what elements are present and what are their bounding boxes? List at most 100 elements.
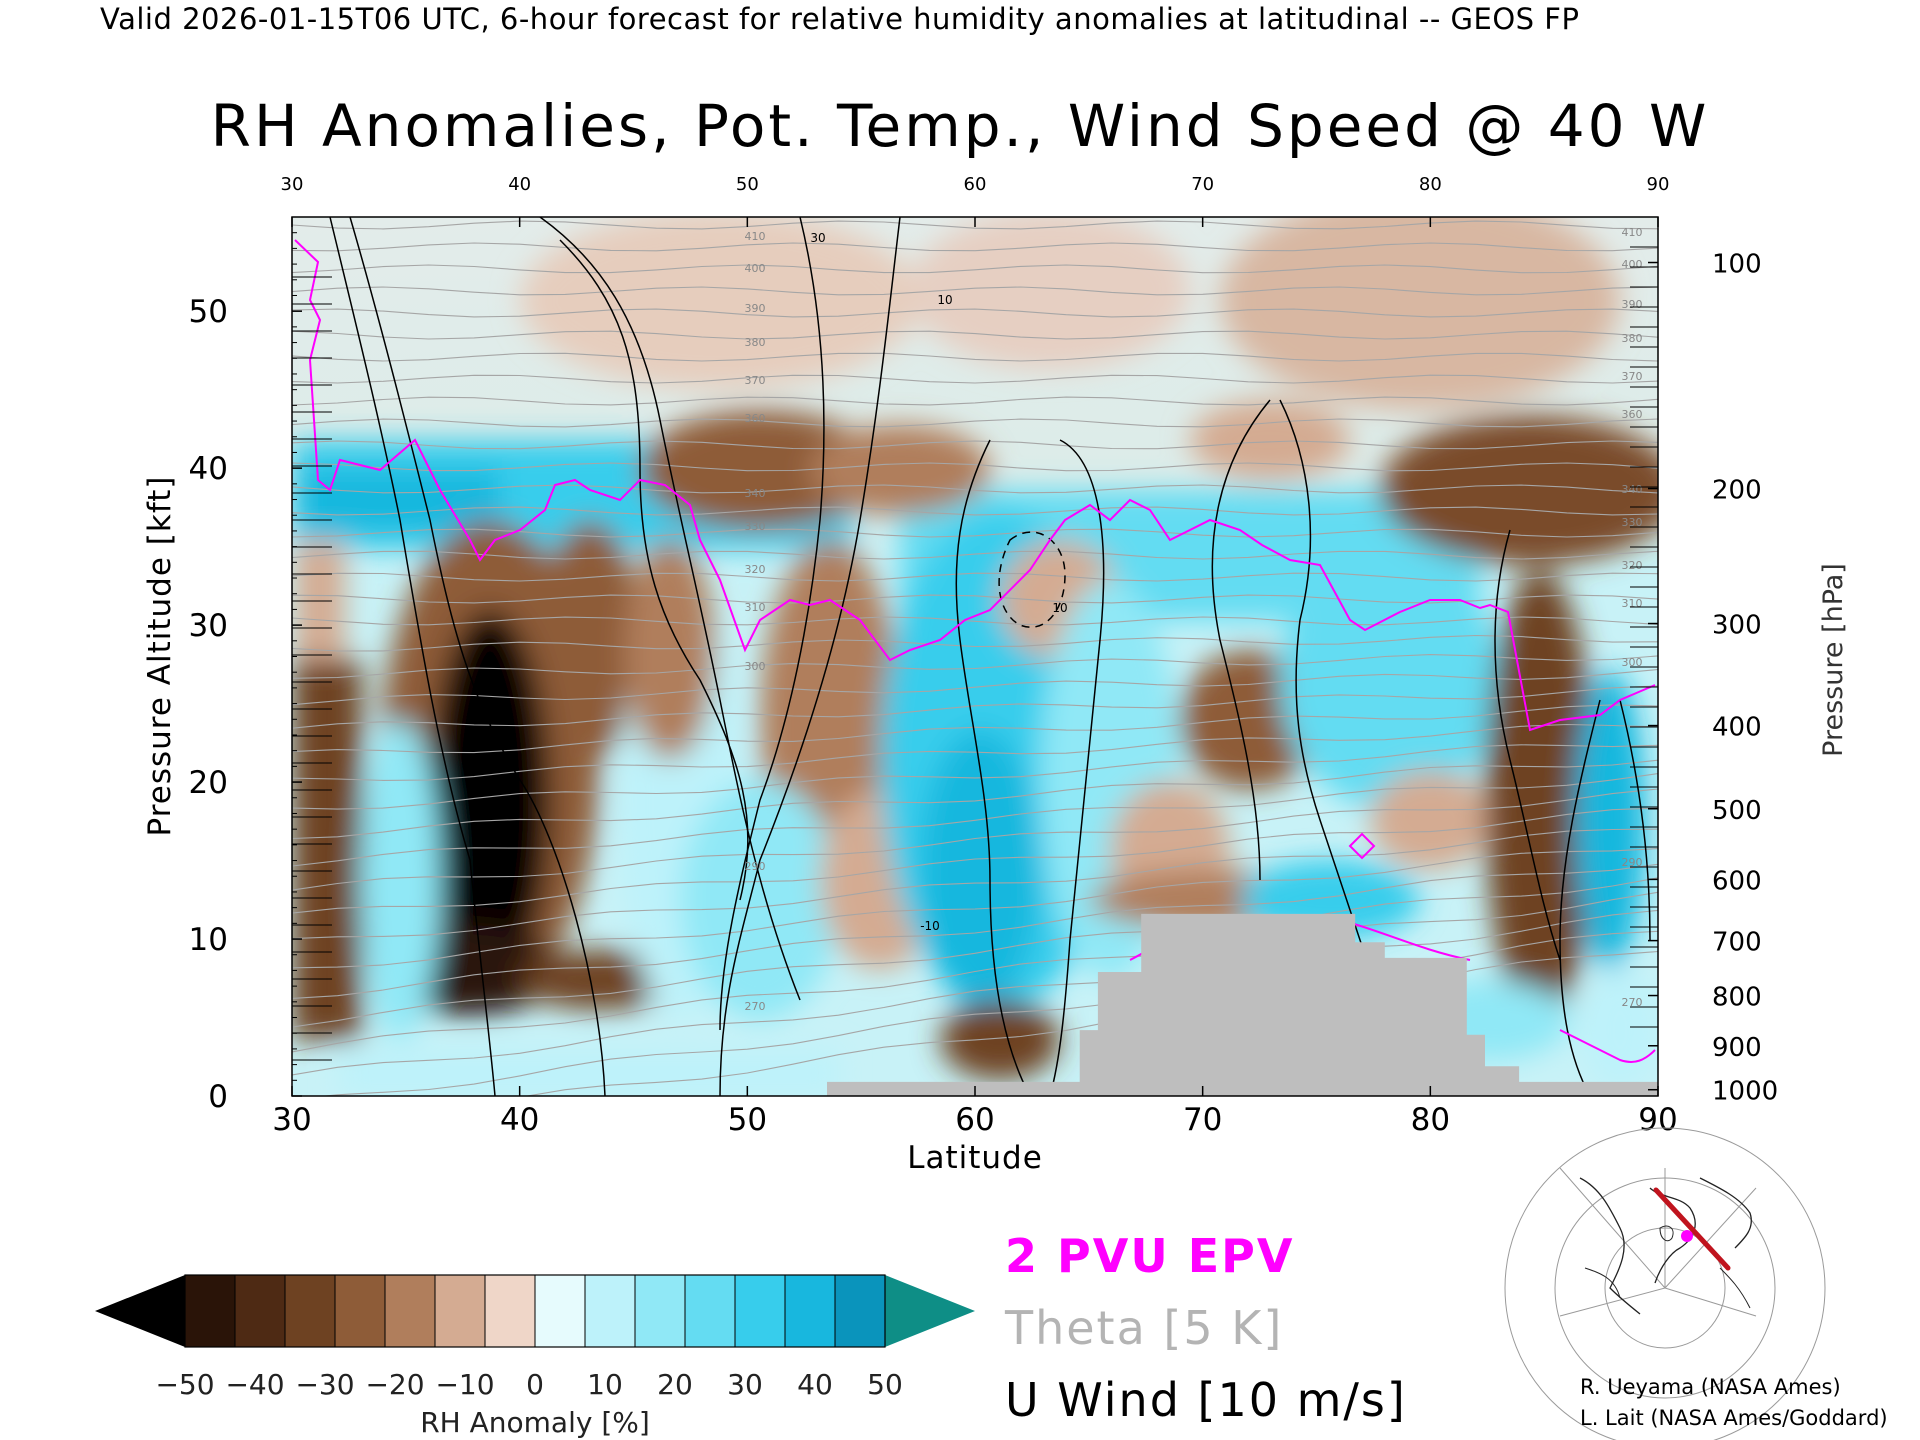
pressure-axis: 100 200 300 400 500 600 700 800 900 1000 bbox=[292, 246, 1778, 1107]
theta-contour-label: 400 bbox=[745, 262, 766, 275]
colorbar-tick-label: 10 bbox=[587, 1368, 623, 1401]
theta-contour bbox=[292, 807, 1658, 914]
map-location-marker bbox=[1681, 1230, 1693, 1242]
theta-contour-label: 340 bbox=[1622, 483, 1643, 496]
u-wind-contour bbox=[539, 217, 801, 1001]
theta-contour bbox=[292, 462, 1658, 472]
theta-contour-label: 400 bbox=[1622, 258, 1643, 271]
theta-contour bbox=[292, 286, 1658, 296]
epv-closed-contour bbox=[1348, 832, 1376, 860]
colorbar-label: RH Anomaly [%] bbox=[420, 1406, 650, 1439]
terrain-mask bbox=[827, 913, 1658, 1096]
theta-contour bbox=[292, 704, 1658, 754]
theta-contour bbox=[292, 572, 1658, 582]
colorbar-segment bbox=[785, 1275, 836, 1347]
theta-contour bbox=[292, 440, 1658, 450]
pressure-tick-label: 500 bbox=[1712, 796, 1762, 826]
x-tick-label: 60 bbox=[955, 1102, 994, 1138]
colorbar-segment bbox=[435, 1275, 486, 1347]
y-tick-label: 0 bbox=[208, 1079, 228, 1115]
x-tick-label: 40 bbox=[500, 1102, 539, 1138]
y-axis-label: Pressure Altitude [kft] bbox=[142, 476, 178, 837]
colorbar-tick-label: −40 bbox=[225, 1368, 284, 1401]
legend-epv: 2 PVU EPV bbox=[1005, 1229, 1295, 1283]
u-wind-contour bbox=[1049, 439, 1105, 1096]
theta-contour-label: 380 bbox=[1622, 332, 1643, 345]
colorbar-segment bbox=[485, 1275, 536, 1347]
theta-contour bbox=[292, 848, 1658, 969]
theta-contour-label: 380 bbox=[745, 336, 766, 349]
u-wind-contour bbox=[559, 239, 749, 901]
theta-contour bbox=[292, 744, 1658, 810]
theta-contour-label: 300 bbox=[745, 660, 766, 673]
theta-contour bbox=[292, 909, 1658, 1076]
theta-contour bbox=[292, 773, 1658, 867]
theta-contour-label: 410 bbox=[745, 230, 766, 243]
theta-contour-label: 340 bbox=[745, 487, 766, 500]
theta-contour bbox=[292, 352, 1658, 362]
theta-contour bbox=[292, 616, 1658, 626]
pressure-tick-label: 700 bbox=[1712, 928, 1762, 958]
contour-legend: 2 PVU EPV Theta [5 K] U Wind [10 m/s] bbox=[1005, 1220, 1407, 1436]
theta-contour bbox=[292, 685, 1658, 729]
theta-contour-label: 300 bbox=[1622, 656, 1643, 669]
theta-contour bbox=[292, 788, 1658, 891]
colorbar-tick-label: 0 bbox=[526, 1368, 544, 1401]
colorbar-under-arrow bbox=[95, 1275, 185, 1347]
legend-theta: Theta [5 K] bbox=[1005, 1301, 1284, 1355]
theta-contour-label: 290 bbox=[745, 860, 766, 873]
theta-contour-label: 410 bbox=[1622, 226, 1643, 239]
cross-section-track bbox=[1653, 1187, 1731, 1271]
theta-contour bbox=[292, 308, 1658, 318]
x-tick-label: 30 bbox=[272, 1102, 311, 1138]
theta-contour bbox=[292, 396, 1658, 406]
wind-contour-label: 30 bbox=[810, 231, 825, 245]
u-wind-contour bbox=[349, 217, 606, 1096]
colorbar-segment bbox=[735, 1275, 786, 1347]
u-wind-contour bbox=[329, 217, 496, 1096]
colorbar-tick-label: 30 bbox=[727, 1368, 763, 1401]
theta-contour bbox=[292, 330, 1658, 340]
pressure-tick-label: 300 bbox=[1712, 611, 1762, 641]
y-tick-label: 30 bbox=[189, 608, 228, 644]
header-text: Valid 2026-01-15T06 UTC, 6-hour forecast… bbox=[100, 2, 1580, 36]
theta-contour-label: 310 bbox=[745, 601, 766, 614]
theta-contour bbox=[292, 723, 1658, 781]
top-x-tick-label: 90 bbox=[1647, 174, 1670, 195]
u-wind-contour bbox=[1279, 399, 1381, 1001]
credit-line: R. Ueyama (NASA Ames) bbox=[1580, 1375, 1841, 1399]
pressure-tick-label: 100 bbox=[1712, 250, 1762, 280]
u-wind-contour bbox=[1211, 399, 1271, 881]
locator-map bbox=[1504, 1127, 1826, 1440]
contour-labels: 410 410 400 400 390 390 380 380 370 370 360 360 340 3… bbox=[745, 226, 1643, 1013]
epv-surface-contour bbox=[1559, 1029, 1656, 1063]
colorbar-segment bbox=[285, 1275, 336, 1347]
y-axis: 0 10 20 30 40 50 bbox=[189, 232, 302, 1115]
top-x-tick-label: 80 bbox=[1419, 174, 1442, 195]
colorbar-over-arrow bbox=[885, 1275, 975, 1347]
chart-title: RH Anomalies, Pot. Temp., Wind Speed @ 4… bbox=[210, 92, 1710, 160]
pressure-tick-label: 200 bbox=[1712, 476, 1762, 506]
header: Valid 2026-01-15T06 UTC, 6-hour forecast… bbox=[0, 0, 1920, 40]
theta-contour-label: 270 bbox=[1622, 996, 1643, 1009]
theta-contour-label: 270 bbox=[745, 1000, 766, 1013]
pressure-tick-label: 800 bbox=[1712, 983, 1762, 1013]
top-x-tick-label: 30 bbox=[281, 174, 304, 195]
u-wind-contours bbox=[329, 217, 1651, 1096]
theta-contour-label: 310 bbox=[1622, 597, 1643, 610]
theta-contour-label: 320 bbox=[1622, 559, 1643, 572]
x-axis-label: Latitude bbox=[907, 1140, 1043, 1176]
colorbar-segment bbox=[585, 1275, 636, 1347]
theta-contour-label: 360 bbox=[745, 412, 766, 425]
pressure-tick-label: 400 bbox=[1712, 713, 1762, 743]
top-x-axis: 30 40 50 60 70 80 90 bbox=[281, 174, 1670, 227]
theta-contour-label: 360 bbox=[1622, 408, 1643, 421]
theta-contour-label: 320 bbox=[745, 563, 766, 576]
pressure-tick-label: 600 bbox=[1712, 866, 1762, 896]
colorbar-tick-label: −30 bbox=[295, 1368, 354, 1401]
theta-contour-label: 390 bbox=[745, 302, 766, 315]
colorbar-segment bbox=[235, 1275, 286, 1347]
credits: R. Ueyama (NASA Ames) L. Lait (NASA Ames… bbox=[1580, 1372, 1888, 1434]
colorbar-segment bbox=[385, 1275, 436, 1347]
